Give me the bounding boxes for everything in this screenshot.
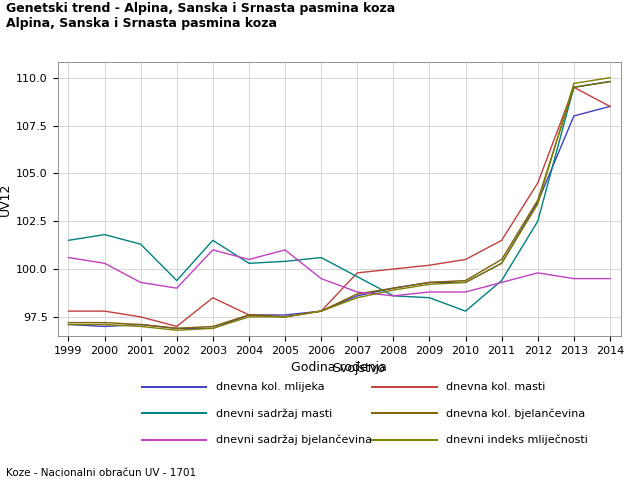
Text: Koze - Nacionalni obračun UV - 1701: Koze - Nacionalni obračun UV - 1701 [6,468,196,478]
Text: Genetski trend - Alpina, Sanska i Srnasta pasmina koza: Genetski trend - Alpina, Sanska i Srnast… [6,2,396,15]
Text: Svojstvo: Svojstvo [332,361,385,374]
X-axis label: Godina rođenja: Godina rođenja [291,361,387,374]
Text: Alpina, Sanska i Srnasta pasmina koza: Alpina, Sanska i Srnasta pasmina koza [6,17,277,30]
Y-axis label: UV12: UV12 [0,182,12,216]
Text: dnevna kol. mlijeka: dnevna kol. mlijeka [216,382,324,392]
Text: dnevni sadržaj masti: dnevni sadržaj masti [216,408,332,419]
Text: dnevni indeks mliječnosti: dnevni indeks mliječnosti [446,434,588,445]
Text: dnevni sadržaj bjelančevina: dnevni sadržaj bjelančevina [216,434,372,445]
Text: dnevna kol. bjelančevina: dnevna kol. bjelančevina [446,408,585,419]
Text: dnevna kol. masti: dnevna kol. masti [446,382,545,392]
